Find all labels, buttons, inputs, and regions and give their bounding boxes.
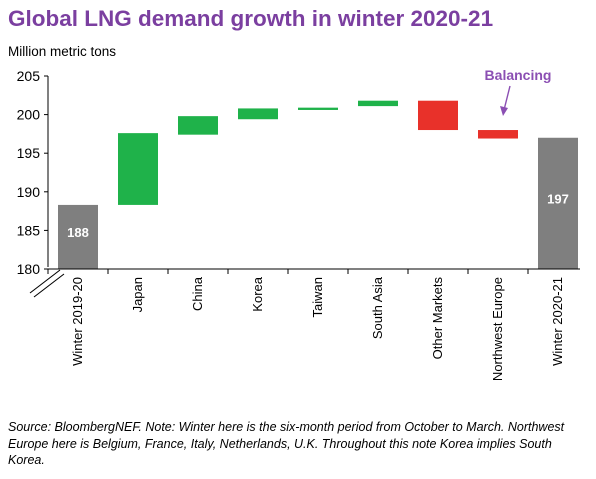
y-tick-label-190: 190 [17,184,41,200]
x-label-south-asia: South Asia [370,276,385,339]
bar-taiwan [298,107,338,110]
y-tick-label-180: 180 [17,261,41,277]
bar-northwest-europe [478,130,518,139]
x-label-taiwan: Taiwan [310,277,325,317]
data-label-winter-2019-20: 188 [67,225,89,240]
bar-south-asia [358,100,398,107]
waterfall-chart: 188 197 180 185 190 195 200 205 Winter 2019-20… [17,67,580,381]
y-tick-label-200: 200 [17,107,41,123]
x-label-winter-2020-21: Winter 2020-21 [550,277,565,366]
annotation-arrow-head [500,106,508,116]
axis-break-mark-2 [33,273,65,298]
bar-winter-2019-20 [58,204,98,269]
y-tick-label-205: 205 [17,68,41,84]
x-label-korea: Korea [250,276,265,311]
y-tick-label-185: 185 [17,222,41,238]
x-label-northwest-europe: Northwest Europe [490,277,505,381]
bars-group: 188 197 [58,100,578,269]
annotation-arrow-line [503,85,511,111]
bar-korea [238,108,278,120]
x-labels-group: Winter 2019-20 Japan China Korea Taiwan South… [70,276,565,381]
x-label-other-markets: Other Markets [430,277,445,360]
bar-other-markets [418,100,458,131]
bar-japan [118,133,158,205]
axis-break-mark-1 [29,269,61,294]
data-label-winter-2020-21: 197 [547,191,569,206]
annotation-group: Balancing [485,67,552,116]
y-ticks-group: 180 185 190 195 200 205 [17,68,529,277]
x-label-china: China [190,276,205,311]
x-label-winter-2019-20: Winter 2019-20 [70,277,85,366]
y-axis-label: Million metric tons [8,44,117,59]
chart-title: Global LNG demand growth in winter 2020-… [8,6,494,31]
axes-group [29,76,580,298]
annotation-balancing-label: Balancing [485,67,552,83]
source-note: Source: BloombergNEF. Note: Winter here … [8,420,565,467]
bar-china [178,116,218,135]
y-tick-label-195: 195 [17,145,41,161]
x-label-japan: Japan [130,277,145,312]
bar-winter-2020-21 [538,137,578,269]
